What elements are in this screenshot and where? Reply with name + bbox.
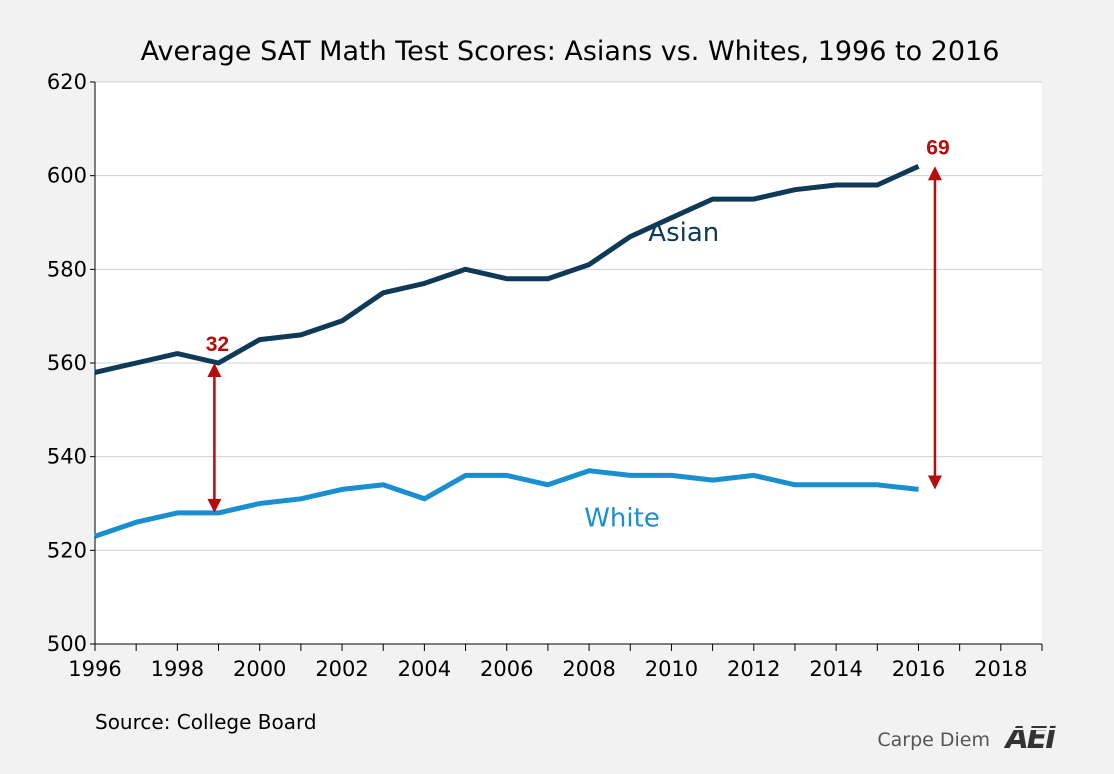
aei-logo: AEI (1000, 721, 1064, 756)
series-line-white (94, 468, 919, 539)
x-tick-label: 2014 (809, 657, 862, 681)
series-label-white: White (584, 504, 660, 534)
arrow-down-icon (927, 475, 942, 490)
x-tick-label: 2008 (562, 657, 615, 681)
y-tick-label: 620 (47, 70, 87, 94)
x-tick-label: 2010 (645, 657, 698, 681)
x-tick-label: 2002 (315, 657, 368, 681)
x-tick-label: 2016 (892, 657, 945, 681)
x-tick-label: 2012 (727, 657, 780, 681)
aei-logo-text: AEI (1004, 721, 1057, 756)
gap-value-label: 69 (926, 136, 949, 159)
y-tick-label: 500 (47, 632, 87, 656)
gap-value-label: 32 (206, 333, 229, 356)
brand-name: Carpe Diem (877, 729, 990, 751)
y-tick-label: 580 (47, 257, 87, 281)
arrow-up-icon (927, 166, 942, 181)
series-line-asian (94, 164, 920, 375)
x-tick-label: 2006 (480, 657, 533, 681)
x-tick-label: 1996 (68, 657, 121, 681)
x-tick-label: 2018 (974, 657, 1027, 681)
x-tick-label: 2000 (233, 657, 286, 681)
series-lines (94, 164, 920, 539)
series-label-asian: Asian (648, 218, 719, 248)
axes: 500 520 540 560 580 600 620 1996 1998 2000 2002 200… (47, 70, 1043, 681)
y-tick-label: 560 (47, 351, 87, 375)
source-note: Source: College Board (95, 710, 317, 734)
x-tick-label: 1998 (151, 657, 204, 681)
series-labels: Asian White (584, 218, 719, 534)
gap-annotation: 32 (206, 333, 229, 513)
y-tick-label: 520 (47, 538, 87, 562)
chart-title: Average SAT Math Test Scores: Asians vs.… (141, 36, 1000, 67)
x-tick-label: 2004 (398, 657, 451, 681)
annotations: 32 69 (206, 136, 950, 513)
arrow-up-icon (207, 363, 222, 377)
gap-annotation: 69 (926, 136, 950, 490)
y-tick-label: 600 (47, 164, 87, 188)
arrow-down-icon (207, 498, 222, 513)
y-tick-label: 540 (47, 445, 87, 469)
